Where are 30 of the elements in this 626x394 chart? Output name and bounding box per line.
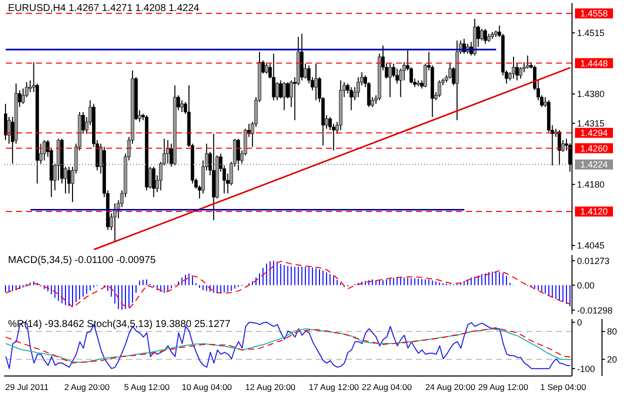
chart-title: EURUSD,H4 1.4267 1.4271 1.4208 1.4224 — [8, 3, 200, 15]
x-tick-label: 1 Sep 04:00 — [540, 382, 586, 392]
y-tick-label: 0 — [577, 317, 582, 328]
ref-line-label: 1.4260 — [580, 143, 608, 154]
x-tick-label: 22 Aug 04:00 — [362, 382, 412, 392]
chart-title: MACD(5,34,5) -0.01100 -0.00975 — [8, 255, 156, 267]
x-tick-label: 2 Aug 20:00 — [64, 382, 110, 392]
y-tick-label: 1.4515 — [577, 28, 605, 38]
ref-line-label: 1.4294 — [580, 128, 608, 138]
x-tick-label: 29 Jul 2011 — [5, 382, 49, 392]
y-tick-label: 1.4380 — [577, 89, 605, 100]
ref-line-label: 1.4558 — [580, 8, 608, 19]
y-tick-label: 1.4180 — [577, 180, 605, 190]
y2-tick-label: 20 — [607, 354, 618, 365]
x-tick-label: 24 Aug 20:00 — [425, 382, 476, 392]
x-tick-label: 5 Aug 12:00 — [124, 382, 170, 392]
y-tick-label: 1.4315 — [577, 118, 605, 129]
x-tick-label: 29 Aug 12:00 — [478, 382, 529, 392]
y-tick-label: 0.01273 — [577, 256, 610, 266]
y2-tick-label: 80 — [607, 326, 618, 337]
ref-line-label: 1.4448 — [580, 58, 608, 68]
x-tick-label: 12 Aug 20:00 — [245, 382, 296, 392]
y-tick-label: -0.01298 — [577, 305, 613, 316]
ref-line-label: 1.4120 — [580, 206, 608, 217]
x-tick-label: 17 Aug 12:00 — [308, 382, 360, 392]
ref-line-label: 1.4224 — [580, 160, 608, 170]
y-tick-label: 0.00 — [577, 280, 595, 290]
x-tick-label: 10 Aug 04:00 — [182, 382, 232, 392]
y-tick-label: 1.4045 — [577, 240, 605, 251]
y-tick-label: -100 — [577, 364, 596, 374]
